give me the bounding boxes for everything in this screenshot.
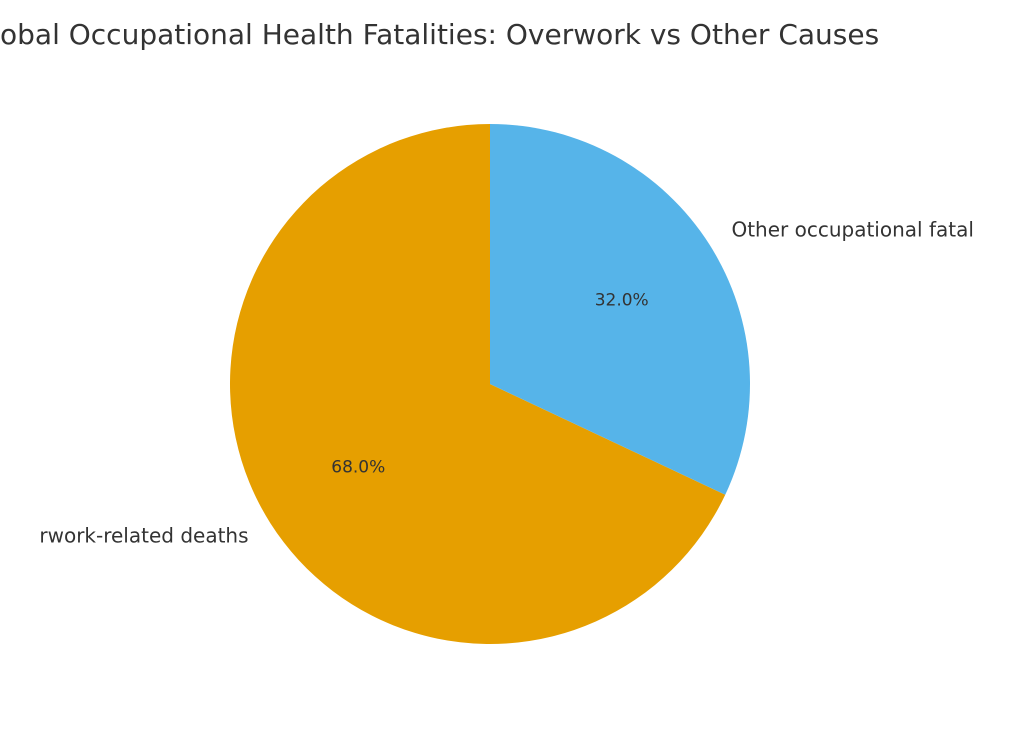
value-label: 68.0% [331, 458, 385, 478]
pie-slice [490, 124, 750, 495]
chart-title: obal Occupational Health Fatalities: Ove… [0, 18, 879, 51]
pie-slice [230, 124, 726, 644]
value-label: 32.0% [595, 290, 649, 310]
slice-label: Other occupational fatal [731, 217, 973, 241]
slice-label: rwork-related deaths [39, 524, 248, 548]
